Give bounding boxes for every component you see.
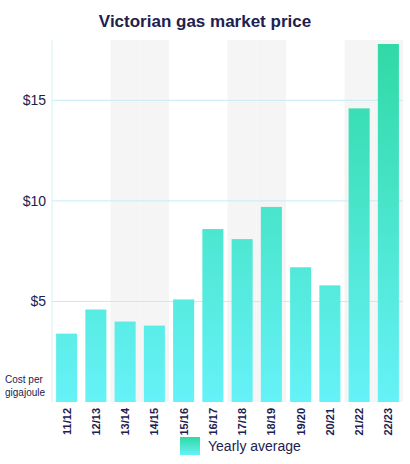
bars [56,44,399,402]
x-tick-label: 12/13 [90,408,102,436]
bar [56,334,77,402]
x-tick-label: 11/12 [61,408,73,435]
x-tick-label: 16/17 [207,408,219,436]
background-bands [111,40,404,402]
band-shade [228,40,257,402]
band-shade [374,40,403,402]
y-axis-label-line: gigajoule [5,387,45,398]
band-shade [257,40,286,402]
legend-swatch [180,437,200,455]
bar [144,326,165,402]
bar [85,309,106,402]
x-tick-label: 22/23 [382,408,394,436]
x-tick-label: 21/22 [353,408,365,436]
bar [290,267,311,402]
y-axis-label-line: Cost per [5,374,43,385]
chart-container: Victorian gas market price $5 $10 $15 Cost p… [0,0,410,464]
x-tick-label: 15/16 [178,408,190,436]
x-tick-label: 17/18 [236,408,248,436]
x-tick-label: 19/20 [295,408,307,436]
y-tick-label: $5 [30,293,46,309]
x-tick-label: 14/15 [148,408,160,436]
legend-label: Yearly average [208,438,301,454]
band-shade [140,40,169,402]
bar [319,285,340,402]
chart-title: Victorian gas market price [99,12,311,31]
bar [378,44,399,402]
y-axis-line [52,40,53,402]
bar [202,229,223,402]
bar [115,322,136,402]
band-shade [111,40,140,402]
band-shade [345,40,374,402]
legend: Yearly average [180,437,301,455]
grid-line [52,100,403,101]
bar [261,207,282,402]
bar [232,239,253,402]
chart-svg: Victorian gas market price $5 $10 $15 Cost p… [0,0,410,464]
y-axis-label: Cost per gigajoule [5,374,45,398]
x-tick-label: 13/14 [119,407,131,435]
bar [349,108,370,402]
y-tick-label: $15 [23,92,47,108]
bar [173,299,194,402]
y-tick-label: $10 [23,193,47,209]
x-tick-label: 20/21 [324,408,336,436]
x-tick-label: 18/19 [265,408,277,436]
